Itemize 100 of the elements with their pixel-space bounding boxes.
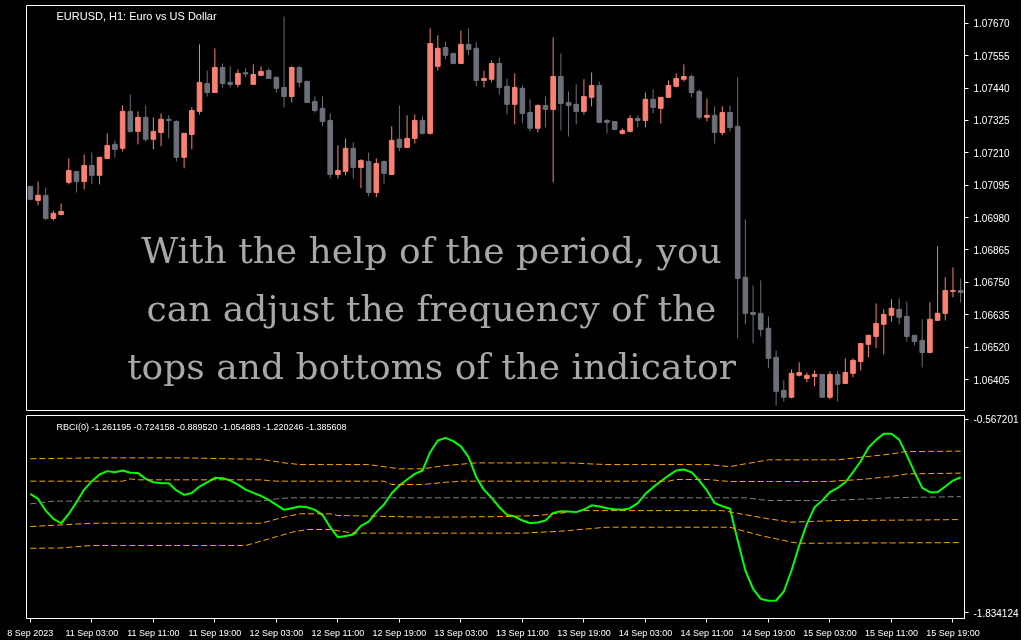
candlestick <box>827 370 833 400</box>
line-series <box>29 526 962 549</box>
candlestick <box>842 357 849 384</box>
x-tick-label: 15 Sep 19:00 <box>926 627 980 638</box>
x-tick-label: 14 Sep 11:00 <box>680 627 734 638</box>
candlestick <box>658 96 664 125</box>
candlestick <box>158 112 164 147</box>
y-tick-label: 1.06980 <box>973 212 1011 224</box>
candlestick <box>396 104 403 152</box>
candlestick <box>888 298 895 322</box>
x-tick-label: 8 Sep 2023 <box>7 627 54 638</box>
candlestick <box>250 63 257 85</box>
candlestick <box>112 139 118 158</box>
candlestick <box>788 368 795 399</box>
candlestick <box>458 30 464 65</box>
candlestick <box>350 141 357 179</box>
y-tick-label: 1.07555 <box>973 50 1011 62</box>
candlestick <box>880 308 887 355</box>
candlestick <box>704 97 710 123</box>
candlestick <box>89 152 95 185</box>
y-tick-label: -0.567201 <box>973 414 1019 426</box>
candlestick <box>481 70 487 88</box>
candlestick <box>642 92 649 128</box>
y-tick-label: 1.07210 <box>973 147 1011 159</box>
candlestick <box>304 79 310 103</box>
y-tick-label: 1.07095 <box>973 180 1011 192</box>
candlestick <box>573 83 580 125</box>
candlestick <box>527 98 533 132</box>
annotation: With the help of the period, you can adjust the frequency of the tops and bottoms of the indicator <box>127 230 737 387</box>
candlestick <box>411 114 418 144</box>
x-tick-label: 14 Sep 03:00 <box>618 627 673 638</box>
candlestick <box>381 159 387 184</box>
candlestick <box>142 104 149 143</box>
x-tick-label: 15 Sep 11:00 <box>865 627 918 638</box>
line-series <box>29 432 962 602</box>
candlestick <box>135 110 141 145</box>
candlestick <box>896 297 902 325</box>
candlestick <box>281 15 287 108</box>
candlestick <box>565 90 572 137</box>
x-tick-label: 12 Sep 03:00 <box>249 627 304 638</box>
candlestick <box>504 77 510 115</box>
candlestick <box>189 106 195 150</box>
candlestick <box>681 63 687 83</box>
y-tick-label: 1.06635 <box>973 309 1011 321</box>
candlestick <box>950 266 956 298</box>
candlestick <box>834 370 841 402</box>
y-tick-label: 1.07670 <box>973 18 1011 30</box>
candlestick <box>435 34 441 72</box>
candlestick <box>42 186 49 221</box>
candlestick <box>534 103 541 134</box>
x-tick-label: 11 Sep 03:00 <box>65 627 119 638</box>
candlestick <box>919 318 926 368</box>
candlestick <box>781 379 787 402</box>
candlestick <box>581 78 587 115</box>
line-series <box>29 496 962 505</box>
candlestick <box>750 284 756 344</box>
candlestick <box>165 114 172 139</box>
candlestick <box>511 72 518 125</box>
candlestick <box>488 59 495 83</box>
x-tick-label: 12 Sep 19:00 <box>372 627 427 638</box>
candlestick <box>904 301 910 342</box>
candlestick <box>404 114 410 148</box>
candlestick <box>58 202 64 216</box>
candlestick <box>258 65 264 76</box>
candlestick <box>727 104 733 132</box>
line-series <box>29 450 962 470</box>
candlestick <box>588 72 595 107</box>
candlestick <box>711 105 718 144</box>
y-tick-label: 1.06405 <box>973 374 1011 386</box>
x-tick-label: 15 Sep 03:00 <box>803 627 857 638</box>
x-tick-label: 12 Sep 11:00 <box>311 627 365 638</box>
x-tick-label: 11 Sep 19:00 <box>188 627 242 638</box>
y-tick-label: 1.07325 <box>973 115 1011 127</box>
line-series <box>29 472 962 486</box>
candlestick <box>81 153 87 190</box>
x-tick-label: 13 Sep 19:00 <box>557 627 611 638</box>
candlestick <box>96 156 103 185</box>
candlestick <box>335 144 341 179</box>
candlestick <box>181 132 187 169</box>
candlestick <box>296 65 303 88</box>
candlestick <box>873 302 879 349</box>
candlestick <box>104 132 111 160</box>
candlestick <box>819 373 826 398</box>
candlestick <box>235 68 241 88</box>
y-tick-label: 1.06520 <box>973 342 1011 354</box>
candlestick <box>65 157 72 185</box>
candlestick <box>650 88 656 114</box>
x-tick-label: 14 Sep 19:00 <box>741 627 796 638</box>
y-tick-label: 1.06750 <box>973 277 1011 289</box>
candlestick <box>804 371 810 383</box>
y-tick-label: 1.07440 <box>973 83 1011 95</box>
x-tick-label: 13 Sep 03:00 <box>434 627 488 638</box>
y-tick-label: 1.06865 <box>973 244 1011 256</box>
candlestick <box>957 277 964 303</box>
candlestick <box>604 118 610 134</box>
candlestick <box>342 137 349 176</box>
x-tick-label: 11 Sep 11:00 <box>127 627 180 638</box>
y-tick-label: -1.834124 <box>973 607 1019 619</box>
candlestick <box>850 357 856 378</box>
candlestick <box>496 56 503 95</box>
